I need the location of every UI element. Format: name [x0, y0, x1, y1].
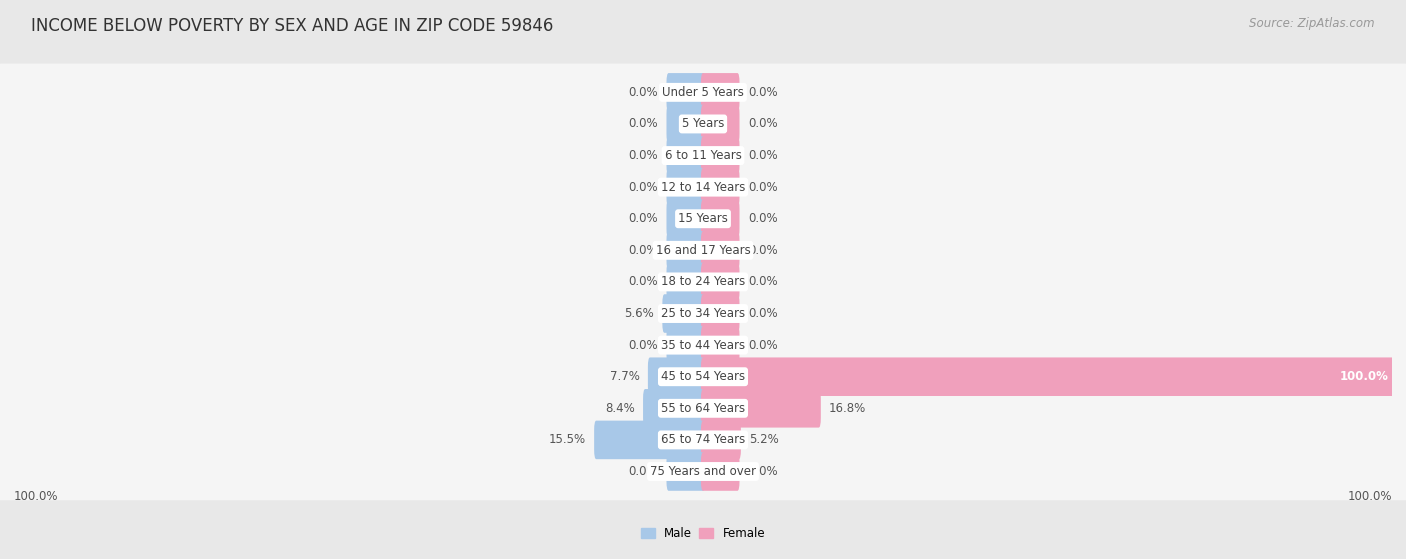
Text: 0.0%: 0.0%: [628, 149, 658, 162]
FancyBboxPatch shape: [702, 326, 740, 364]
FancyBboxPatch shape: [0, 190, 1406, 248]
FancyBboxPatch shape: [702, 420, 741, 459]
FancyBboxPatch shape: [0, 443, 1406, 500]
FancyBboxPatch shape: [702, 231, 740, 269]
FancyBboxPatch shape: [666, 231, 704, 269]
FancyBboxPatch shape: [0, 221, 1406, 279]
Text: 65 to 74 Years: 65 to 74 Years: [661, 433, 745, 447]
FancyBboxPatch shape: [702, 105, 740, 143]
Text: 0.0%: 0.0%: [628, 86, 658, 99]
FancyBboxPatch shape: [0, 64, 1406, 121]
FancyBboxPatch shape: [666, 73, 704, 112]
Text: 35 to 44 Years: 35 to 44 Years: [661, 339, 745, 352]
Text: 0.0%: 0.0%: [748, 276, 778, 288]
Text: 5 Years: 5 Years: [682, 117, 724, 130]
FancyBboxPatch shape: [702, 136, 740, 175]
FancyBboxPatch shape: [0, 285, 1406, 342]
FancyBboxPatch shape: [702, 168, 740, 206]
FancyBboxPatch shape: [0, 380, 1406, 437]
FancyBboxPatch shape: [0, 316, 1406, 374]
Text: 0.0%: 0.0%: [628, 339, 658, 352]
FancyBboxPatch shape: [0, 158, 1406, 216]
Text: 100.0%: 100.0%: [1347, 490, 1392, 503]
Text: 0.0%: 0.0%: [748, 307, 778, 320]
Text: 16.8%: 16.8%: [830, 402, 866, 415]
FancyBboxPatch shape: [702, 452, 740, 491]
Text: Source: ZipAtlas.com: Source: ZipAtlas.com: [1250, 17, 1375, 30]
Text: 0.0%: 0.0%: [628, 117, 658, 130]
FancyBboxPatch shape: [666, 200, 704, 238]
Text: 0.0%: 0.0%: [628, 276, 658, 288]
FancyBboxPatch shape: [595, 420, 704, 459]
Text: 15.5%: 15.5%: [548, 433, 586, 447]
Text: 5.6%: 5.6%: [624, 307, 654, 320]
Text: 0.0%: 0.0%: [748, 339, 778, 352]
Text: 100.0%: 100.0%: [14, 490, 59, 503]
Text: 0.0%: 0.0%: [628, 465, 658, 478]
FancyBboxPatch shape: [702, 357, 1393, 396]
FancyBboxPatch shape: [666, 452, 704, 491]
Text: 7.7%: 7.7%: [610, 370, 640, 383]
FancyBboxPatch shape: [702, 294, 740, 333]
FancyBboxPatch shape: [666, 136, 704, 175]
Text: 15 Years: 15 Years: [678, 212, 728, 225]
Text: 18 to 24 Years: 18 to 24 Years: [661, 276, 745, 288]
Text: 5.2%: 5.2%: [749, 433, 779, 447]
Text: INCOME BELOW POVERTY BY SEX AND AGE IN ZIP CODE 59846: INCOME BELOW POVERTY BY SEX AND AGE IN Z…: [31, 17, 554, 35]
FancyBboxPatch shape: [666, 105, 704, 143]
Text: 75 Years and over: 75 Years and over: [650, 465, 756, 478]
Text: 0.0%: 0.0%: [748, 86, 778, 99]
Text: 25 to 34 Years: 25 to 34 Years: [661, 307, 745, 320]
Text: 45 to 54 Years: 45 to 54 Years: [661, 370, 745, 383]
FancyBboxPatch shape: [0, 348, 1406, 405]
FancyBboxPatch shape: [702, 263, 740, 301]
FancyBboxPatch shape: [702, 200, 740, 238]
Text: 100.0%: 100.0%: [1340, 370, 1389, 383]
FancyBboxPatch shape: [666, 326, 704, 364]
Text: 0.0%: 0.0%: [628, 244, 658, 257]
Text: 8.4%: 8.4%: [605, 402, 634, 415]
Text: 0.0%: 0.0%: [748, 149, 778, 162]
Text: 12 to 14 Years: 12 to 14 Years: [661, 181, 745, 193]
FancyBboxPatch shape: [0, 127, 1406, 184]
Text: 16 and 17 Years: 16 and 17 Years: [655, 244, 751, 257]
FancyBboxPatch shape: [0, 253, 1406, 311]
Text: 0.0%: 0.0%: [748, 181, 778, 193]
FancyBboxPatch shape: [666, 263, 704, 301]
FancyBboxPatch shape: [702, 389, 821, 428]
FancyBboxPatch shape: [0, 411, 1406, 468]
Text: 0.0%: 0.0%: [628, 181, 658, 193]
Text: 0.0%: 0.0%: [748, 212, 778, 225]
FancyBboxPatch shape: [643, 389, 704, 428]
Text: 55 to 64 Years: 55 to 64 Years: [661, 402, 745, 415]
FancyBboxPatch shape: [702, 73, 740, 112]
FancyBboxPatch shape: [648, 357, 704, 396]
FancyBboxPatch shape: [0, 95, 1406, 153]
Text: 0.0%: 0.0%: [628, 212, 658, 225]
Text: 0.0%: 0.0%: [748, 244, 778, 257]
FancyBboxPatch shape: [666, 168, 704, 206]
FancyBboxPatch shape: [662, 294, 704, 333]
Text: Under 5 Years: Under 5 Years: [662, 86, 744, 99]
Text: 0.0%: 0.0%: [748, 465, 778, 478]
Legend: Male, Female: Male, Female: [636, 523, 770, 545]
Text: 6 to 11 Years: 6 to 11 Years: [665, 149, 741, 162]
Text: 0.0%: 0.0%: [748, 117, 778, 130]
